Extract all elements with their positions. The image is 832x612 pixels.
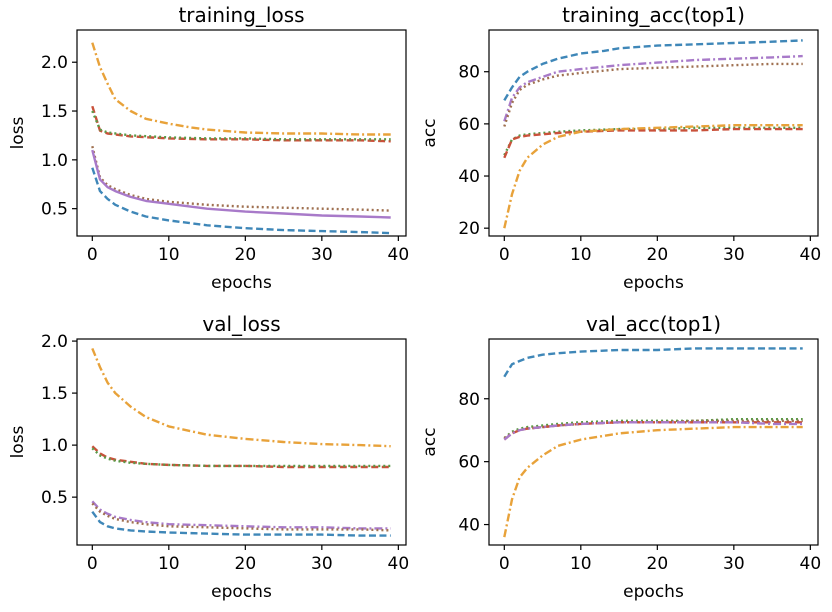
val-loss-y-tick-label: 0.5 [41,488,68,508]
val-loss-series-line [91,347,391,448]
val-loss-series-line [91,445,391,469]
training-loss-panel: 0 10 20 30 40 0.5 1.0 1.5 2.0 training_lossepochs… [8,3,409,293]
training-loss-title: training_loss [178,3,304,27]
val-acc-y-tick-label: 60 [458,453,480,473]
training-acc-title: training_acc(top1) [562,3,745,27]
val-loss-x-tick-label: 40 [388,554,410,574]
val-loss-axes-frame [76,338,407,546]
training-acc-series-line [503,62,803,127]
training-loss-series-line [91,110,391,141]
training-loss-y-tick-label: 1.0 [41,151,68,171]
val-loss-series-line [91,500,391,530]
val-loss-series-line [91,510,391,537]
val-acc-series-line [503,425,803,538]
training-loss-series-line [91,167,391,235]
training-acc-series-line [503,39,803,102]
val-acc-title: val_acc(top1) [586,312,721,336]
training-acc-series-line [503,127,803,159]
val-loss-series-line [91,447,391,468]
val-loss-y-tick-label: 1.5 [41,384,68,404]
training-acc-x-tick-label: 30 [723,245,745,265]
training-acc-y-tick-label: 40 [458,167,480,187]
val-acc-x-tick-label: 40 [800,554,822,574]
training-acc-x-tick-label: 20 [647,245,669,265]
training-acc-y-tick-label: 20 [458,219,480,239]
val-acc-axes-frame [488,338,819,546]
training-loss-y-axis-label: loss [8,116,28,149]
val-loss-x-tick-label: 20 [235,554,257,574]
val-loss-y-tick-label: 2.0 [41,332,68,352]
training-loss-series-line [91,105,391,143]
training-loss-y-tick-label: 1.5 [41,102,68,122]
val-acc-x-tick-label: 30 [723,554,745,574]
training-acc-x-tick-label: 0 [499,245,510,265]
training-acc-y-tick-label: 60 [458,115,480,135]
training-loss-x-tick-label: 30 [311,245,333,265]
val-acc-series-line [503,419,803,440]
training-acc-series-line [503,126,803,156]
training-acc-panel: 0 10 20 30 40 20 40 60 80 training_acc(top1)epoch… [420,3,821,293]
training-loss-series-line [91,42,391,136]
val-loss-x-tick-label: 30 [311,554,333,574]
val-acc-y-axis-label: acc [420,427,440,456]
training-acc-series-line [503,124,803,229]
training-loss-y-tick-label: 0.5 [41,200,68,220]
training-loss-x-axis-label: epochs [211,273,272,293]
training-loss-x-tick-label: 0 [87,245,98,265]
val-loss-x-tick-label: 0 [87,554,98,574]
val-loss-y-tick-label: 1.0 [41,436,68,456]
val-acc-series-line [503,347,803,378]
training-acc-x-axis-label: epochs [623,273,684,293]
training-loss-y-tick-label: 2.0 [41,53,68,73]
training-loss-axes-frame [76,29,407,237]
training-acc-axes-frame [488,29,819,237]
val-acc-series-line [503,421,803,441]
val-acc-y-tick-label: 80 [458,390,480,410]
training-acc-x-tick-label: 10 [570,245,592,265]
training-acc-series-line [503,54,803,122]
val-loss-series-line [91,502,391,532]
training-loss-x-tick-label: 40 [388,245,410,265]
val-acc-x-tick-label: 20 [647,554,669,574]
val-loss-title: val_loss [202,312,280,336]
training-loss-x-tick-label: 10 [158,245,180,265]
training-loss-x-tick-label: 20 [235,245,257,265]
val-acc-y-tick-label: 40 [458,516,480,536]
val-acc-x-tick-label: 10 [570,554,592,574]
val-acc-panel: 0 10 20 30 40 40 60 80 val_acc(top1)epochs acc [420,312,821,602]
training-acc-y-axis-label: acc [420,118,440,147]
training-acc-y-tick-label: 80 [458,63,480,83]
training-acc-x-tick-label: 40 [800,245,822,265]
val-acc-x-tick-label: 0 [499,554,510,574]
training-loss-series-line [91,145,391,212]
training-loss-series-line [91,149,391,219]
val-acc-series-line [503,421,803,441]
val-loss-x-axis-label: epochs [211,582,272,602]
val-acc-x-axis-label: epochs [623,582,684,602]
val-loss-y-axis-label: loss [8,425,28,458]
val-loss-x-tick-label: 10 [158,554,180,574]
